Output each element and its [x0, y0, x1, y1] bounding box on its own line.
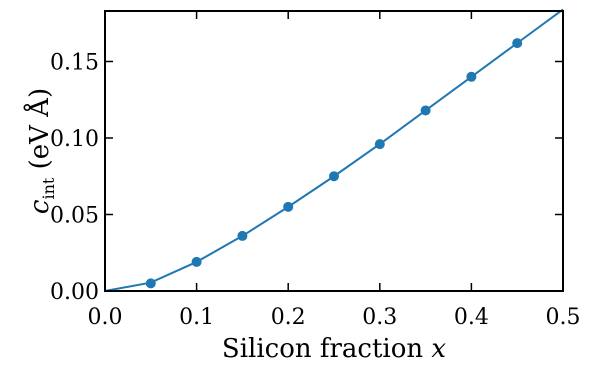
- y-label-units: (eV Å): [23, 88, 55, 178]
- data-point: [420, 105, 431, 116]
- curve-layer: [104, 8, 564, 292]
- x-axis-label: Silicon fraction x: [222, 334, 447, 362]
- ticks-layer: 0.0 0.1 0.2 0.3 0.4 0.5 0.00 0.05 0.10 0.15: [50, 11, 581, 330]
- series-line: [104, 8, 564, 292]
- y-axis-label-text: cint (eV Å): [23, 88, 58, 214]
- plot-frame: [104, 10, 564, 292]
- data-point: [237, 230, 248, 241]
- x-tick-label: 0.1: [179, 305, 214, 330]
- data-point: [329, 171, 339, 182]
- x-tick-label: 0.2: [271, 305, 306, 330]
- y-tick-label: 0.15: [50, 50, 99, 75]
- data-point: [466, 71, 477, 82]
- y-axis-label: cint (eV Å): [23, 88, 58, 214]
- data-point: [374, 139, 385, 150]
- data-point: [512, 38, 523, 49]
- y-label-symbol: c: [25, 199, 55, 214]
- x-tick-label: 0.0: [88, 305, 123, 330]
- data-point: [191, 256, 202, 267]
- x-tick-label: 0.4: [454, 305, 489, 330]
- x-tick-label: 0.3: [362, 305, 397, 330]
- points-layer: [145, 38, 523, 289]
- y-tick-label: 0.00: [50, 280, 99, 305]
- data-point: [145, 278, 156, 289]
- x-tick-label: 0.5: [546, 305, 581, 330]
- data-point: [283, 201, 294, 212]
- y-tick-label: 0.05: [50, 203, 99, 228]
- y-tick-label: 0.10: [50, 127, 99, 152]
- y-label-subscript: int: [39, 177, 58, 199]
